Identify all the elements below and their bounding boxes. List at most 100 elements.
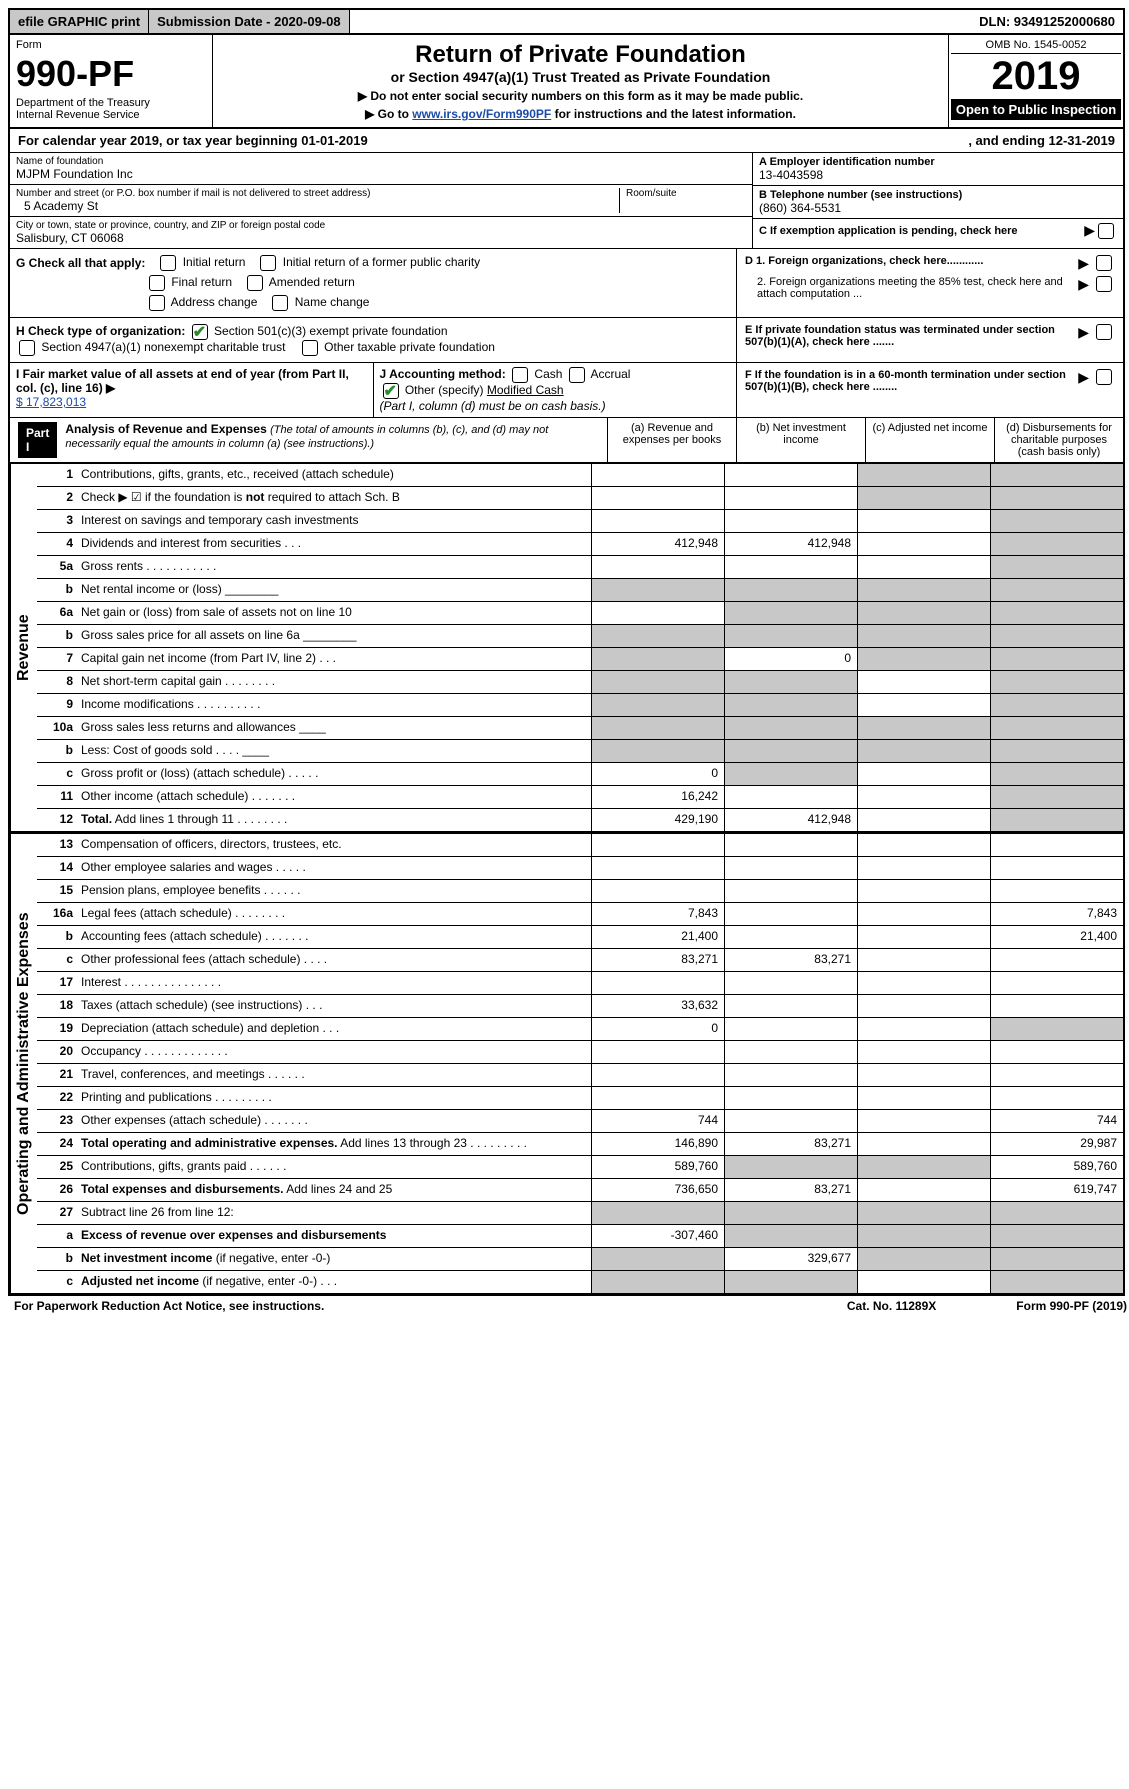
efile-print-button[interactable]: efile GRAPHIC print	[10, 10, 149, 33]
cell-d	[990, 464, 1123, 486]
table-row: bAccounting fees (attach schedule) . . .…	[37, 926, 1123, 949]
checkbox-e[interactable]	[1096, 324, 1112, 340]
dln-number: DLN: 93491252000680	[971, 10, 1123, 33]
cell-d	[990, 1018, 1123, 1040]
cell-b	[724, 556, 857, 578]
cell-c	[857, 1133, 990, 1155]
table-row: 5aGross rents . . . . . . . . . . .	[37, 556, 1123, 579]
row-label: Legal fees (attach schedule) . . . . . .…	[77, 903, 591, 925]
cell-b	[724, 1202, 857, 1224]
checkbox-other-acct[interactable]	[383, 383, 399, 399]
row-number: 14	[37, 857, 77, 879]
section-i: I Fair market value of all assets at end…	[10, 363, 374, 417]
cell-c	[857, 809, 990, 831]
cell-d	[990, 786, 1123, 808]
row-number: c	[37, 763, 77, 785]
checkbox-accrual[interactable]	[569, 367, 585, 383]
form-number: 990-PF	[16, 53, 206, 95]
checkbox-name[interactable]	[272, 295, 288, 311]
cell-a	[591, 579, 724, 601]
cell-d	[990, 602, 1123, 624]
cell-b	[724, 903, 857, 925]
cell-c	[857, 464, 990, 486]
form-subtitle: or Section 4947(a)(1) Trust Treated as P…	[219, 69, 942, 85]
checkbox-f[interactable]	[1096, 369, 1112, 385]
table-row: bGross sales price for all assets on lin…	[37, 625, 1123, 648]
cell-a: 412,948	[591, 533, 724, 555]
cell-d	[990, 487, 1123, 509]
row-number: b	[37, 740, 77, 762]
table-row: cGross profit or (loss) (attach schedule…	[37, 763, 1123, 786]
row-label: Interest on savings and temporary cash i…	[77, 510, 591, 532]
row-label: Printing and publications . . . . . . . …	[77, 1087, 591, 1109]
row-number: 26	[37, 1179, 77, 1201]
row-number: c	[37, 1271, 77, 1293]
checkbox-cash[interactable]	[512, 367, 528, 383]
instr-2: ▶ Go to www.irs.gov/Form990PF for instru…	[219, 107, 942, 121]
irs-link[interactable]: www.irs.gov/Form990PF	[412, 107, 551, 121]
table-row: 15Pension plans, employee benefits . . .…	[37, 880, 1123, 903]
cell-a: 16,242	[591, 786, 724, 808]
cell-b	[724, 1271, 857, 1293]
cell-c	[857, 1064, 990, 1086]
cell-b	[724, 972, 857, 994]
open-public-badge: Open to Public Inspection	[951, 99, 1121, 120]
header-right: OMB No. 1545-0052 2019 Open to Public In…	[949, 35, 1123, 127]
row-number: 22	[37, 1087, 77, 1109]
cell-a: 21,400	[591, 926, 724, 948]
checkbox-address[interactable]	[149, 295, 165, 311]
cell-a	[591, 1041, 724, 1063]
checkbox-final[interactable]	[149, 275, 165, 291]
row-label: Accounting fees (attach schedule) . . . …	[77, 926, 591, 948]
omb-number: OMB No. 1545-0052	[951, 37, 1121, 54]
checkbox-initial-former[interactable]	[260, 255, 276, 271]
cell-c	[857, 857, 990, 879]
section-j: J Accounting method: Cash Accrual Other …	[374, 363, 738, 417]
cell-c	[857, 1225, 990, 1247]
cell-b	[724, 1110, 857, 1132]
row-label: Pension plans, employee benefits . . . .…	[77, 880, 591, 902]
cell-d	[990, 717, 1123, 739]
arrow-icon: ▶	[1084, 222, 1095, 239]
checkbox-d2[interactable]	[1096, 276, 1112, 292]
table-row: 1Contributions, gifts, grants, etc., rec…	[37, 464, 1123, 487]
checkbox-amended[interactable]	[247, 275, 263, 291]
cell-b	[724, 1018, 857, 1040]
row-label: Capital gain net income (from Part IV, l…	[77, 648, 591, 670]
footer-left: For Paperwork Reduction Act Notice, see …	[14, 1299, 324, 1313]
table-row: 14Other employee salaries and wages . . …	[37, 857, 1123, 880]
cell-c	[857, 926, 990, 948]
checkbox-initial[interactable]	[160, 255, 176, 271]
checkbox-other-tax[interactable]	[302, 340, 318, 356]
checkbox-501c3[interactable]	[192, 324, 208, 340]
cell-c	[857, 1202, 990, 1224]
cell-b: 0	[724, 648, 857, 670]
table-row: 4Dividends and interest from securities …	[37, 533, 1123, 556]
checkbox-d1[interactable]	[1096, 255, 1112, 271]
table-row: 2Check ▶ ☑ if the foundation is not requ…	[37, 487, 1123, 510]
form-title: Return of Private Foundation	[219, 41, 942, 69]
fmv-link[interactable]: $ 17,823,013	[16, 395, 86, 409]
cell-c	[857, 1018, 990, 1040]
checkbox-c[interactable]	[1098, 223, 1114, 239]
cell-d	[990, 995, 1123, 1017]
cell-a: 7,843	[591, 903, 724, 925]
checkbox-4947[interactable]	[19, 340, 35, 356]
foundation-name-cell: Name of foundation MJPM Foundation Inc	[10, 153, 752, 185]
col-a-header: (a) Revenue and expenses per books	[607, 418, 736, 462]
row-label: Adjusted net income (if negative, enter …	[77, 1271, 591, 1293]
table-row: cOther professional fees (attach schedul…	[37, 949, 1123, 972]
expense-section: Operating and Administrative Expenses 13…	[10, 832, 1123, 1294]
cell-c	[857, 786, 990, 808]
cell-d	[990, 1041, 1123, 1063]
expense-table: 13Compensation of officers, directors, t…	[37, 834, 1123, 1294]
cell-b	[724, 926, 857, 948]
row-number: 16a	[37, 903, 77, 925]
cell-d	[990, 1202, 1123, 1224]
dept-label: Department of the Treasury	[16, 97, 206, 109]
row-number: b	[37, 579, 77, 601]
calendar-year-row: For calendar year 2019, or tax year begi…	[10, 129, 1123, 153]
row-label: Travel, conferences, and meetings . . . …	[77, 1064, 591, 1086]
cell-a	[591, 602, 724, 624]
cell-a	[591, 487, 724, 509]
